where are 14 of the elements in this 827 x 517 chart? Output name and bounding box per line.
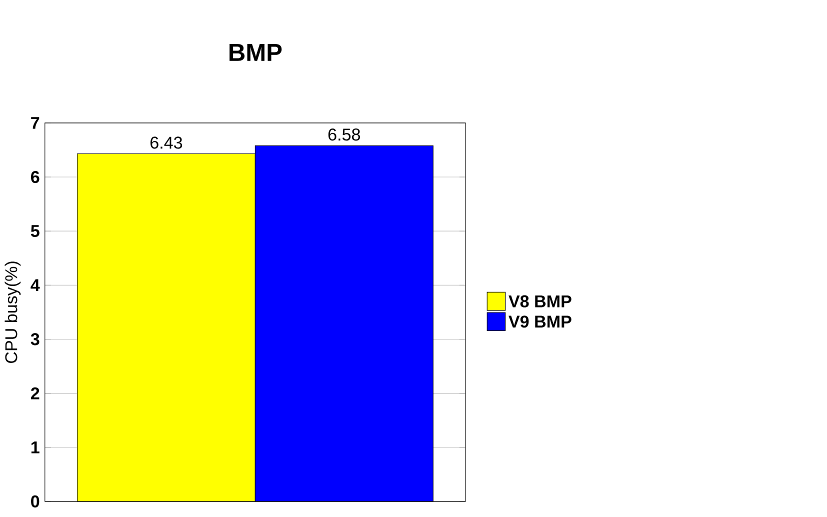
y-axis-title: CPU busy(%) xyxy=(4,262,21,363)
y-tick-label: 0 xyxy=(31,495,40,508)
data-label: 6.43 xyxy=(150,136,182,149)
y-tick-label: 4 xyxy=(30,279,40,291)
y-tick-label: 6 xyxy=(31,170,40,183)
y-tick-label: 3 xyxy=(30,333,40,346)
legend-label: V9 BMP xyxy=(508,315,572,328)
y-tick-label: 7 xyxy=(31,116,40,129)
y-tick-label: 1 xyxy=(31,441,40,454)
data-label: 6.58 xyxy=(328,128,360,140)
y-tick-label: 5 xyxy=(30,225,40,237)
legend-label: V8 BMP xyxy=(508,295,572,308)
chart-title: BMP xyxy=(230,44,282,61)
y-tick-label: 2 xyxy=(30,387,40,400)
